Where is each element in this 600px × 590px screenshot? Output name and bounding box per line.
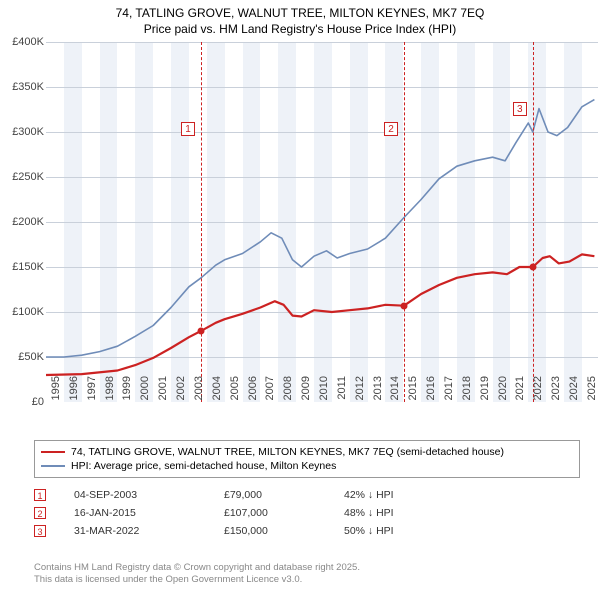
x-tick-label: 2006 — [247, 376, 259, 406]
event-vline — [201, 42, 202, 402]
x-tick-label: 2017 — [443, 376, 455, 406]
legend-swatch-price — [41, 451, 65, 453]
sale-dot — [400, 302, 407, 309]
x-tick-label: 2007 — [264, 376, 276, 406]
x-tick-label: 1995 — [50, 376, 62, 406]
title-line-1: 74, TATLING GROVE, WALNUT TREE, MILTON K… — [0, 6, 600, 22]
x-tick-label: 2004 — [211, 376, 223, 406]
event-price-3: £150,000 — [224, 525, 344, 537]
x-tick-label: 2001 — [157, 376, 169, 406]
x-tick-label: 2014 — [389, 376, 401, 406]
chart-container: 74, TATLING GROVE, WALNUT TREE, MILTON K… — [0, 0, 600, 590]
attribution: Contains HM Land Registry data © Crown c… — [34, 562, 360, 586]
x-tick-label: 2021 — [514, 376, 526, 406]
x-tick-label: 2015 — [407, 376, 419, 406]
event-marker-2: 2 — [34, 507, 46, 519]
event-pct-1: 42% ↓ HPI — [344, 489, 464, 501]
series-hpi — [46, 100, 594, 357]
event-row-1: 1 04-SEP-2003 £79,000 42% ↓ HPI — [34, 486, 580, 504]
y-tick-label: £200K — [0, 216, 44, 228]
sale-dot — [529, 264, 536, 271]
legend-item-price: 74, TATLING GROVE, WALNUT TREE, MILTON K… — [41, 445, 573, 459]
legend: 74, TATLING GROVE, WALNUT TREE, MILTON K… — [34, 440, 580, 478]
event-date-1: 04-SEP-2003 — [74, 489, 224, 501]
x-tick-label: 2000 — [139, 376, 151, 406]
x-tick-label: 2013 — [372, 376, 384, 406]
x-tick-label: 2022 — [532, 376, 544, 406]
title-line-2: Price paid vs. HM Land Registry's House … — [0, 22, 600, 38]
x-tick-label: 2016 — [425, 376, 437, 406]
y-tick-label: £250K — [0, 171, 44, 183]
event-vline — [404, 42, 405, 402]
legend-label-price: 74, TATLING GROVE, WALNUT TREE, MILTON K… — [71, 446, 504, 458]
y-tick-label: £150K — [0, 261, 44, 273]
x-tick-label: 2009 — [300, 376, 312, 406]
x-tick-label: 1996 — [68, 376, 80, 406]
event-pct-3: 50% ↓ HPI — [344, 525, 464, 537]
sale-dot — [198, 327, 205, 334]
y-tick-label: £100K — [0, 306, 44, 318]
x-tick-label: 2003 — [193, 376, 205, 406]
y-tick-label: £50K — [0, 351, 44, 363]
y-tick-label: £350K — [0, 81, 44, 93]
x-tick-label: 1998 — [104, 376, 116, 406]
x-tick-label: 2011 — [336, 376, 348, 406]
chart-title: 74, TATLING GROVE, WALNUT TREE, MILTON K… — [0, 0, 600, 37]
x-tick-label: 2023 — [550, 376, 562, 406]
events-table: 1 04-SEP-2003 £79,000 42% ↓ HPI 2 16-JAN… — [34, 486, 580, 540]
x-tick-label: 2012 — [354, 376, 366, 406]
x-tick-label: 2025 — [586, 376, 598, 406]
event-pct-2: 48% ↓ HPI — [344, 507, 464, 519]
series-price_paid — [46, 254, 594, 375]
event-price-1: £79,000 — [224, 489, 344, 501]
attribution-line-2: This data is licensed under the Open Gov… — [34, 574, 360, 586]
x-tick-label: 2005 — [229, 376, 241, 406]
event-date-3: 31-MAR-2022 — [74, 525, 224, 537]
event-row-3: 3 31-MAR-2022 £150,000 50% ↓ HPI — [34, 522, 580, 540]
event-marker-3: 3 — [34, 525, 46, 537]
plot-region: 1 2 3 — [46, 42, 598, 402]
y-tick-label: £300K — [0, 126, 44, 138]
event-row-2: 2 16-JAN-2015 £107,000 48% ↓ HPI — [34, 504, 580, 522]
event-marker-box: 1 — [181, 122, 195, 136]
x-tick-label: 2019 — [479, 376, 491, 406]
legend-label-hpi: HPI: Average price, semi-detached house,… — [71, 460, 336, 472]
event-vline — [533, 42, 534, 402]
attribution-line-1: Contains HM Land Registry data © Crown c… — [34, 562, 360, 574]
line-layer — [46, 42, 598, 402]
event-marker-1: 1 — [34, 489, 46, 501]
x-tick-label: 2008 — [282, 376, 294, 406]
legend-item-hpi: HPI: Average price, semi-detached house,… — [41, 459, 573, 473]
event-marker-box: 3 — [513, 102, 527, 116]
x-tick-label: 2020 — [497, 376, 509, 406]
x-tick-label: 1999 — [121, 376, 133, 406]
y-tick-label: £0 — [0, 396, 44, 408]
x-tick-label: 2018 — [461, 376, 473, 406]
event-price-2: £107,000 — [224, 507, 344, 519]
event-date-2: 16-JAN-2015 — [74, 507, 224, 519]
event-marker-box: 2 — [384, 122, 398, 136]
x-tick-label: 2002 — [175, 376, 187, 406]
legend-swatch-hpi — [41, 465, 65, 467]
chart-area: 1 2 3 £0 £50K £100K £150K £200K £250K £300K £350K… — [0, 42, 600, 430]
x-tick-label: 2010 — [318, 376, 330, 406]
x-tick-label: 1997 — [86, 376, 98, 406]
x-tick-label: 2024 — [568, 376, 580, 406]
y-tick-label: £400K — [0, 36, 44, 48]
